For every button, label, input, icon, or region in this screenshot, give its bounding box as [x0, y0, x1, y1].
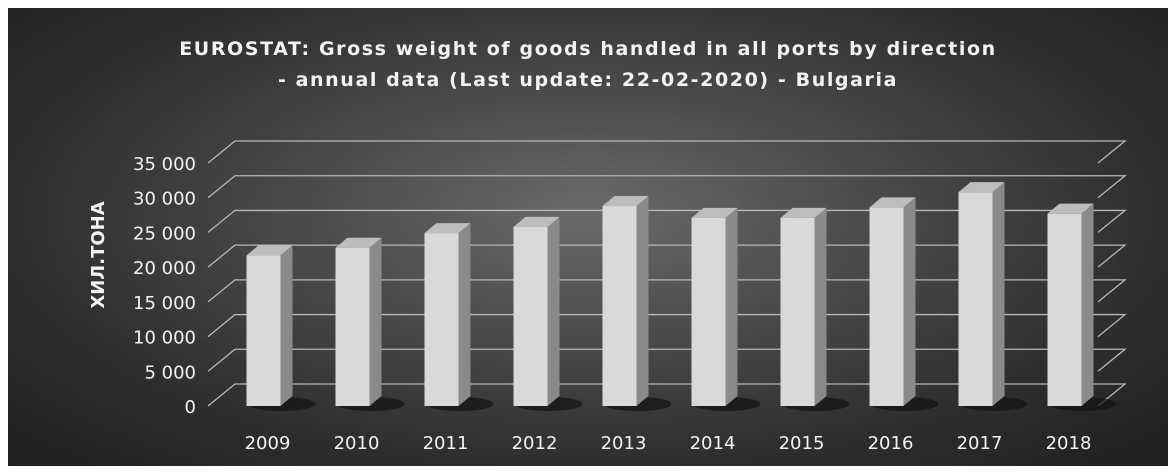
- bar-chart: 0 5 000 10 000 15 000 20 000 25 000 30 000 35 0…: [88, 140, 1127, 454]
- bars: [246, 182, 1094, 406]
- bar: [958, 182, 1005, 406]
- bar-top: [869, 197, 916, 208]
- x-tick-label: 2013: [601, 433, 647, 454]
- gridline: [207, 348, 1127, 372]
- bar-top: [1047, 203, 1094, 214]
- bar-front: [958, 192, 993, 406]
- bar-top: [513, 216, 560, 227]
- bar-front: [335, 247, 370, 406]
- bar: [869, 197, 916, 406]
- y-tick-label: 35 000: [133, 154, 196, 175]
- bar-front: [869, 207, 904, 406]
- y-tick-label: 5 000: [144, 362, 196, 383]
- gridline: [207, 140, 1127, 164]
- bar-top: [335, 237, 382, 248]
- bar-front: [780, 217, 815, 406]
- bar-side: [636, 196, 649, 406]
- bar-side: [369, 237, 382, 406]
- bar-side: [725, 207, 738, 406]
- bar-top: [424, 223, 471, 234]
- labels: 0 5 000 10 000 15 000 20 000 25 000 30 000 35 0…: [88, 154, 1091, 454]
- bar-front: [691, 217, 726, 406]
- y-tick-label: 20 000: [133, 258, 196, 279]
- bar-side: [458, 223, 471, 406]
- bar-front: [1047, 213, 1082, 406]
- bar: [424, 223, 471, 406]
- x-tick-label: 2012: [512, 433, 558, 454]
- bar: [691, 207, 738, 406]
- bar-side: [1081, 203, 1094, 406]
- gridline: [207, 313, 1127, 338]
- gridline: [207, 175, 1127, 199]
- y-tick-label: 25 000: [133, 223, 196, 244]
- grid-lines: [207, 140, 1127, 407]
- y-axis-label: ХИЛ.ТОНА: [88, 201, 109, 308]
- chart-title-line-1: EUROSTAT: Gross weight of goods handled …: [179, 38, 997, 60]
- x-tick-label: 2011: [423, 433, 469, 454]
- x-tick-label: 2010: [334, 433, 380, 454]
- gridline: [207, 244, 1127, 268]
- bar-side: [280, 245, 293, 406]
- gridline: [207, 383, 1127, 407]
- y-tick-label: 30 000: [133, 189, 196, 210]
- x-tick-label: 2016: [868, 433, 914, 454]
- x-tick-label: 2018: [1046, 433, 1092, 454]
- bar: [602, 196, 649, 406]
- bar-top: [958, 182, 1005, 193]
- bar-top: [780, 207, 827, 218]
- y-tick-label: 10 000: [133, 328, 196, 349]
- bar-side: [992, 182, 1005, 406]
- y-tick-label: 0: [185, 397, 196, 418]
- bar: [1047, 203, 1094, 406]
- gridline: [207, 279, 1127, 303]
- bar: [513, 216, 560, 406]
- y-tick-label: 15 000: [133, 293, 196, 314]
- bar-side: [814, 207, 827, 406]
- x-tick-label: 2014: [690, 433, 736, 454]
- chart-title-line-2: - annual data (Last update: 22-02-2020) …: [277, 69, 899, 91]
- chart-area: EUROSTAT: Gross weight of goods handled …: [8, 8, 1168, 466]
- bar: [246, 245, 293, 406]
- bar-front: [513, 226, 548, 406]
- x-tick-label: 2015: [779, 433, 825, 454]
- gridline: [207, 209, 1127, 233]
- x-tick-label: 2009: [245, 433, 291, 454]
- bar: [780, 207, 827, 406]
- bar-top: [602, 196, 649, 207]
- bar-front: [602, 206, 637, 406]
- bar-top: [246, 245, 293, 256]
- bar-side: [903, 197, 916, 406]
- bar-side: [547, 216, 560, 406]
- bar-top: [691, 207, 738, 218]
- bar-front: [246, 255, 281, 406]
- x-tick-label: 2017: [957, 433, 1003, 454]
- bar-front: [424, 233, 459, 406]
- bar: [335, 237, 382, 406]
